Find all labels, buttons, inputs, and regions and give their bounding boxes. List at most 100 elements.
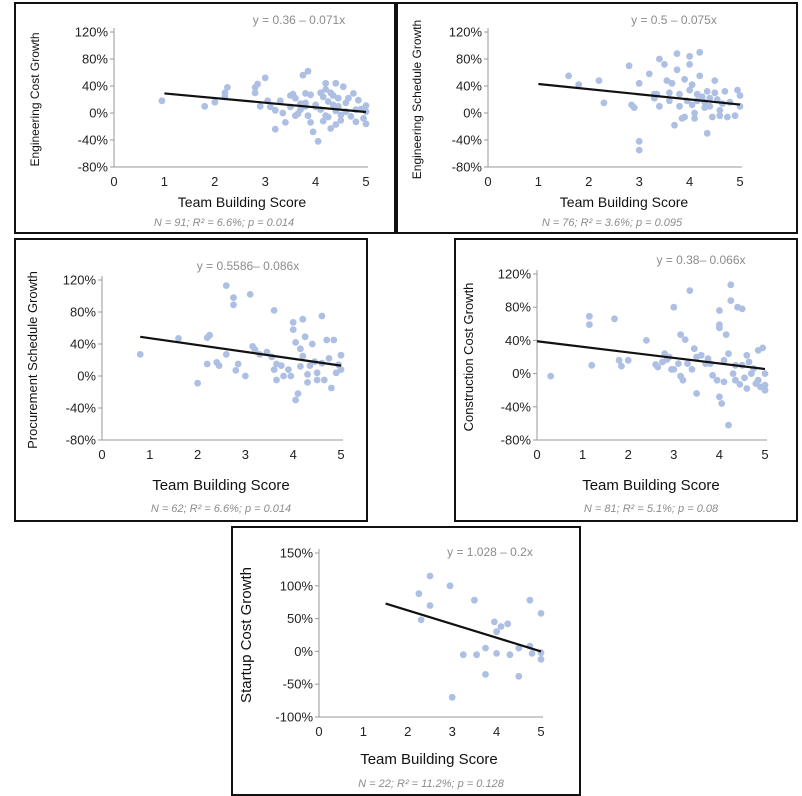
x-tick-label: 5 xyxy=(362,174,369,189)
y-tick-label: 40% xyxy=(456,79,482,94)
data-point xyxy=(679,376,687,384)
chart-construction-cost: y = 0.38– 0.066x -80% -40% 0% 40% 80% 120% 0 1 2 3… xyxy=(461,253,769,515)
data-point xyxy=(289,326,297,333)
data-point xyxy=(273,376,280,384)
y-tick-label: 0% xyxy=(512,366,531,381)
data-point xyxy=(713,376,721,384)
data-point xyxy=(761,381,769,389)
data-point xyxy=(254,80,261,88)
data-point xyxy=(696,72,704,80)
data-point xyxy=(600,99,608,107)
data-point xyxy=(663,77,671,84)
data-point xyxy=(565,72,572,80)
data-point xyxy=(666,89,673,97)
data-point xyxy=(722,331,730,338)
x-tick-label: 3 xyxy=(242,447,249,462)
data-point xyxy=(736,381,744,388)
data-point xyxy=(716,393,723,401)
data-point xyxy=(230,301,237,309)
data-point xyxy=(471,596,478,604)
data-point xyxy=(635,79,643,87)
data-point xyxy=(136,351,144,358)
data-point xyxy=(684,360,691,367)
data-point xyxy=(256,102,264,110)
chart-panel-procurement-schedule: y = 0.5586– 0.086x -80% -40% 0% 40% 80% 120% 0 1… xyxy=(14,238,368,522)
x-tick-label: 5 xyxy=(761,447,768,462)
data-point xyxy=(222,351,230,358)
data-point xyxy=(282,119,289,126)
data-point xyxy=(222,282,230,289)
data-point xyxy=(656,102,663,110)
x-tick-label: 1 xyxy=(161,174,168,189)
x-tick-label: 4 xyxy=(312,174,319,189)
y-tick-label: -80% xyxy=(78,160,109,175)
data-point xyxy=(194,379,202,387)
data-point xyxy=(688,366,696,373)
data-point xyxy=(330,336,338,344)
y-tick-label: 80% xyxy=(505,300,531,315)
data-point xyxy=(497,623,505,630)
chart-panel-engineering-cost: y = 0.36 – 0.071x -80% -40% 0% 40% 80% 120% 0 1 2… xyxy=(14,2,396,234)
data-point xyxy=(332,369,340,377)
chart-panel-construction-cost: y = 0.38– 0.066x -80% -40% 0% 40% 80% 120% 0 1 2 3… xyxy=(454,238,798,522)
data-point xyxy=(709,371,716,379)
data-point xyxy=(251,346,259,353)
data-point xyxy=(307,91,314,99)
x-tick-label: 3 xyxy=(449,724,456,739)
y-axis-label: Construction Cost Growth xyxy=(461,283,476,432)
data-point xyxy=(319,117,327,125)
data-point xyxy=(459,651,467,659)
data-point xyxy=(355,96,362,104)
chart-panel-startup-cost: y = 1.028 – 0.2x -100% -50% 0% 50% 100% 150% 0 1… xyxy=(231,526,581,796)
data-point xyxy=(703,88,711,95)
data-point xyxy=(681,113,688,121)
data-point xyxy=(332,79,340,87)
data-point xyxy=(320,376,328,384)
x-tick-label: 5 xyxy=(537,724,544,739)
data-point xyxy=(688,81,696,89)
data-point xyxy=(304,112,312,120)
data-point xyxy=(324,113,332,121)
data-point xyxy=(347,113,355,120)
data-point xyxy=(681,336,689,343)
y-tick-label: -40% xyxy=(501,399,532,414)
data-point xyxy=(292,396,299,404)
regression-equation: y = 1.028 – 0.2x xyxy=(447,545,533,559)
data-point xyxy=(328,384,335,392)
data-point xyxy=(332,121,340,128)
data-point xyxy=(720,356,728,364)
y-axis-label: Procurement Schedule Growth xyxy=(25,271,40,449)
data-point xyxy=(323,336,331,344)
x-axis-label: Team Building Score xyxy=(152,477,290,494)
x-axis-label: Team Building Score xyxy=(582,477,720,494)
data-point xyxy=(337,117,345,124)
data-point xyxy=(448,693,456,701)
y-tick-label: 0% xyxy=(294,644,313,659)
data-point xyxy=(297,345,304,353)
data-point xyxy=(319,93,327,101)
regression-equation: y = 0.5 – 0.075x xyxy=(631,13,717,27)
data-point xyxy=(635,137,643,145)
data-point xyxy=(261,74,269,82)
data-point xyxy=(716,307,723,314)
data-point xyxy=(304,67,312,75)
regression-stats: N = 22; R² = 11.2%; p = 0.128 xyxy=(358,778,505,790)
y-axis-label: Engineering Cost Growth xyxy=(28,32,42,166)
data-point xyxy=(285,366,292,373)
data-point xyxy=(661,61,668,68)
data-point xyxy=(234,360,242,368)
x-tick-label: 1 xyxy=(360,724,367,739)
data-point xyxy=(724,113,731,121)
data-point xyxy=(266,103,274,111)
data-point xyxy=(301,333,309,341)
y-tick-label: 100% xyxy=(280,578,314,593)
data-point xyxy=(624,356,632,364)
data-point xyxy=(732,376,739,384)
data-point xyxy=(688,101,696,109)
x-tick-label: 0 xyxy=(315,724,322,739)
data-point xyxy=(203,360,211,368)
data-point xyxy=(426,602,434,609)
data-point xyxy=(334,102,342,110)
data-point xyxy=(588,361,596,369)
data-point xyxy=(415,590,423,598)
